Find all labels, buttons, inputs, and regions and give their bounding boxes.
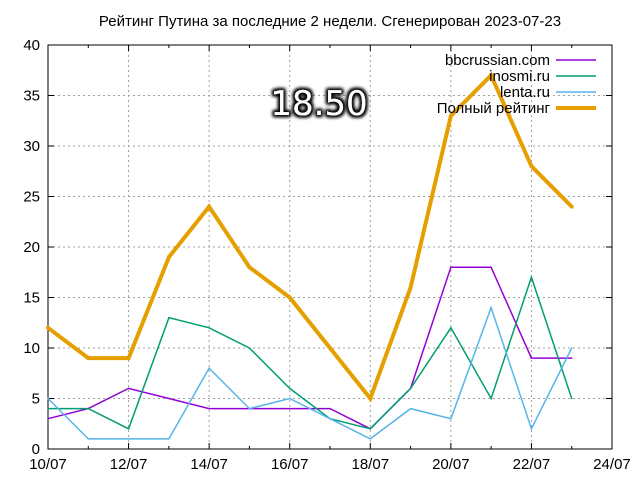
x-tick-label: 20/07 bbox=[432, 456, 470, 473]
x-tick-label: 14/07 bbox=[190, 456, 228, 473]
data-point bbox=[409, 387, 412, 390]
x-tick-label: 16/07 bbox=[271, 456, 309, 473]
data-point bbox=[287, 295, 292, 300]
data-point bbox=[46, 325, 50, 330]
data-point bbox=[247, 265, 252, 270]
plot-frame bbox=[47, 44, 613, 450]
data-point bbox=[47, 417, 49, 420]
data-point bbox=[369, 438, 372, 440]
data-point bbox=[127, 428, 130, 430]
data-point bbox=[489, 73, 494, 78]
data-point bbox=[448, 113, 453, 118]
data-point bbox=[127, 387, 130, 390]
series-line-2 bbox=[48, 274, 573, 430]
data-point bbox=[288, 407, 291, 410]
x-tick-label: 10/07 bbox=[29, 456, 67, 473]
legend-label: lenta.ru bbox=[500, 84, 550, 101]
data-point bbox=[168, 438, 170, 440]
data-point bbox=[248, 347, 251, 349]
y-tick-label: 30 bbox=[23, 138, 40, 155]
data-point bbox=[450, 417, 452, 420]
y-tick-label: 5 bbox=[32, 391, 40, 408]
data-point bbox=[127, 438, 130, 440]
data-point bbox=[288, 397, 291, 400]
legend-label: bbcrussian.com bbox=[445, 52, 550, 69]
data-point bbox=[208, 407, 210, 410]
y-tick-label: 15 bbox=[23, 290, 40, 307]
data-point bbox=[569, 204, 574, 209]
data-point bbox=[87, 438, 90, 440]
axes: 0 5 10 15 20 25 30 35 40 10/07 12/07 14/07 16/07 18/0… bbox=[23, 37, 630, 473]
y-tick-label: 10 bbox=[23, 340, 40, 357]
series-lines bbox=[46, 71, 574, 440]
data-point bbox=[570, 397, 573, 400]
y-tick-label: 25 bbox=[23, 189, 40, 206]
series-line-3 bbox=[47, 305, 573, 440]
x-tick-label: 22/07 bbox=[513, 456, 551, 473]
data-point bbox=[248, 407, 251, 410]
grid-lines bbox=[48, 45, 612, 449]
data-point bbox=[208, 327, 210, 329]
data-point bbox=[530, 276, 533, 279]
data-point bbox=[47, 397, 49, 400]
series-line-4 bbox=[46, 71, 574, 403]
data-point bbox=[166, 255, 171, 260]
data-point bbox=[288, 387, 291, 390]
data-point bbox=[570, 357, 573, 359]
data-point bbox=[86, 356, 91, 361]
data-point bbox=[490, 397, 492, 400]
data-point bbox=[368, 396, 373, 401]
legend-label: Полный рейтинг bbox=[437, 100, 551, 117]
data-point bbox=[450, 266, 452, 268]
data-point bbox=[126, 356, 131, 361]
x-tick-label: 24/07 bbox=[593, 456, 631, 473]
y-tick-label: 0 bbox=[32, 441, 40, 458]
data-point bbox=[530, 357, 533, 359]
data-point bbox=[408, 285, 413, 290]
data-point bbox=[329, 407, 331, 410]
data-point bbox=[168, 397, 170, 400]
data-point bbox=[328, 346, 332, 350]
y-tick-label: 40 bbox=[23, 37, 40, 54]
data-point bbox=[329, 417, 331, 420]
data-point bbox=[570, 347, 573, 349]
data-point bbox=[47, 407, 49, 410]
data-point bbox=[208, 367, 210, 369]
data-point bbox=[490, 266, 492, 268]
chart-title: Рейтинг Путина за последние 2 недели. Сг… bbox=[99, 13, 561, 30]
annotation-value: 18.50 bbox=[270, 84, 367, 124]
y-tick-label: 35 bbox=[23, 88, 40, 105]
data-point bbox=[530, 428, 533, 430]
legend-label: inosmi.ru bbox=[489, 68, 550, 85]
data-point bbox=[168, 316, 170, 319]
data-point bbox=[490, 306, 492, 309]
data-point bbox=[529, 164, 534, 169]
data-point bbox=[369, 428, 372, 430]
x-tick-label: 12/07 bbox=[110, 456, 148, 473]
data-point bbox=[450, 327, 452, 329]
x-tick-label: 18/07 bbox=[352, 456, 390, 473]
data-point bbox=[87, 407, 90, 410]
y-tick-label: 20 bbox=[23, 239, 40, 256]
data-point bbox=[207, 204, 212, 209]
data-point bbox=[409, 407, 412, 410]
